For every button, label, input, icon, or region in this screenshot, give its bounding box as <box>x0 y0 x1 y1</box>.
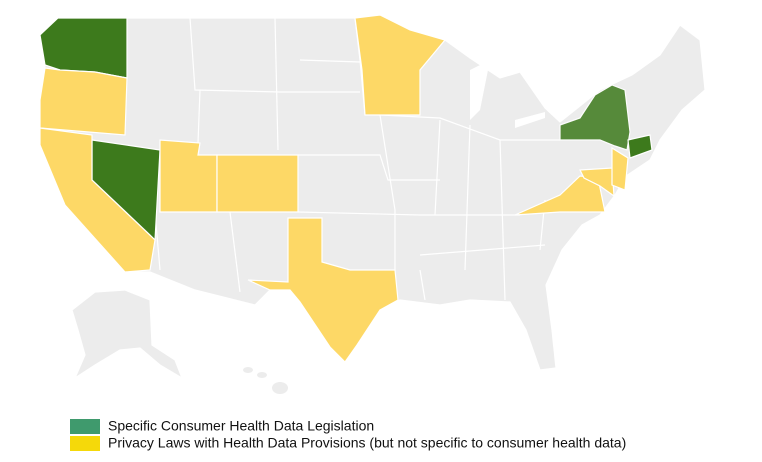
lake <box>470 60 490 120</box>
state-new-jersey <box>611 146 629 191</box>
legend-swatch <box>70 419 100 434</box>
state-texas <box>247 217 399 363</box>
state-oregon <box>39 67 128 136</box>
lake <box>515 112 545 128</box>
state-california <box>39 127 156 273</box>
legend-label: Specific Consumer Health Data Legislatio… <box>108 418 374 434</box>
state-new-york <box>559 84 631 151</box>
state-maryland-delaware <box>579 167 615 198</box>
state-alaska <box>71 289 184 380</box>
legend: Specific Consumer Health Data Legislatio… <box>70 418 626 451</box>
state-minnesota <box>354 14 447 116</box>
legend-label: Privacy Laws with Health Data Provisions… <box>108 435 626 451</box>
legend-swatch <box>70 436 100 451</box>
state-borders <box>126 17 560 301</box>
state-colorado <box>216 154 299 213</box>
state-connecticut <box>627 134 653 159</box>
state-hawaii <box>243 367 288 394</box>
